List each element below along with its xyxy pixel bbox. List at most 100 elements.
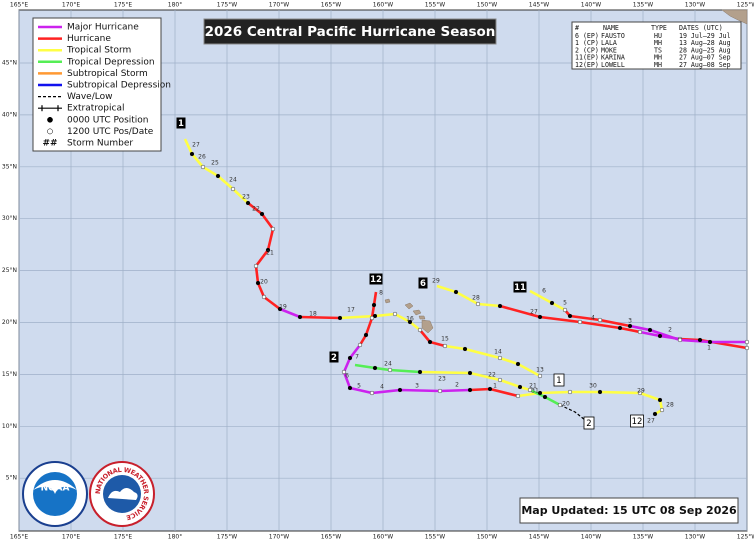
position-1200 — [567, 389, 573, 395]
legend-dot — [47, 116, 53, 123]
position-0000 — [467, 370, 473, 376]
lon-label-top: 145°W — [529, 2, 549, 9]
position-0000 — [517, 384, 523, 390]
position-0000 — [453, 289, 459, 295]
table-header: TYPE — [651, 24, 667, 32]
legend-label: Storm Number — [67, 139, 133, 149]
day-label: 8 — [379, 290, 383, 297]
day-label: 6 — [345, 373, 349, 380]
lon-label-bottom: 165°W — [321, 534, 341, 541]
position-0000 — [537, 390, 543, 396]
table-box — [571, 21, 742, 70]
lon-label-top: 165°W — [321, 2, 341, 9]
position-1200 — [637, 390, 643, 396]
position-1200 — [417, 327, 423, 333]
position-1200 — [230, 186, 236, 192]
position-1200 — [562, 307, 568, 313]
position-0000 — [407, 319, 413, 325]
storm-number: 2 — [331, 353, 337, 363]
day-label: 1 — [493, 383, 497, 390]
storm-end-box — [630, 414, 644, 428]
lon-label-bottom: 160°W — [373, 534, 393, 541]
lon-label-top: 155°W — [425, 2, 445, 9]
storm-number: 1 — [178, 119, 184, 129]
position-1200 — [744, 339, 750, 345]
position-0000 — [347, 385, 353, 391]
storm-end-box — [583, 416, 595, 430]
day-label: 16 — [406, 316, 414, 323]
position-0000 — [363, 332, 369, 338]
table-cell: LALA — [601, 39, 617, 47]
lat-label: 5°N — [6, 475, 17, 482]
lon-label-bottom: 155°W — [425, 534, 445, 541]
storm-end-number: 2 — [586, 419, 591, 429]
day-label: 28 — [666, 402, 674, 409]
table-cell: MH — [654, 39, 662, 47]
lon-label-bottom: 125°W — [737, 534, 754, 541]
track-segment — [247, 201, 281, 311]
position-0000 — [542, 394, 548, 400]
position-0000 — [259, 211, 265, 217]
lon-label-bottom: 130°W — [685, 534, 705, 541]
table-cell: 19 Jul—29 Jul — [679, 32, 731, 40]
table-cell: 1 (CP) — [575, 39, 599, 47]
day-label: 3 — [628, 318, 632, 325]
lat-label: 10°N — [2, 423, 17, 430]
island — [404, 302, 414, 310]
position-0000 — [347, 355, 353, 361]
position-1200 — [515, 393, 521, 399]
legend-label: Hurricane — [67, 34, 111, 44]
position-0000 — [337, 315, 343, 321]
table-cell: FAUSTO — [601, 32, 625, 40]
legend-label: Wave/Low — [67, 92, 112, 102]
table-cell: 11(EP) — [575, 54, 599, 62]
position-1200 — [475, 301, 481, 307]
legend-label: Extratropical — [67, 104, 124, 114]
position-0000 — [652, 411, 658, 417]
position-0000 — [487, 386, 493, 392]
table-header: # — [575, 24, 579, 32]
position-1200 — [392, 311, 398, 317]
track-segment — [183, 138, 249, 204]
position-0000 — [537, 314, 543, 320]
storm-number-box — [176, 117, 186, 129]
noaa-gull — [33, 480, 77, 494]
position-0000 — [657, 397, 663, 403]
position-0000 — [567, 313, 573, 319]
day-label: 27 — [192, 142, 200, 149]
table-cell: HU — [654, 32, 662, 40]
lon-label-bottom: 150°W — [477, 534, 497, 541]
day-label: 15 — [441, 336, 449, 343]
position-1200 — [341, 369, 347, 375]
position-1200 — [497, 355, 503, 361]
lat-label: 30°N — [2, 215, 17, 222]
day-label: 4 — [591, 315, 595, 322]
day-label: 21 — [529, 383, 537, 390]
position-1200 — [270, 226, 276, 232]
storm-end-number: 12 — [632, 417, 643, 427]
noaa-text: NOAA — [41, 484, 70, 494]
day-label: 18 — [309, 311, 317, 318]
position-1200 — [200, 164, 206, 170]
legend-label: Subtropical Depression — [67, 81, 171, 91]
day-label: 26 — [198, 154, 206, 161]
position-0000 — [255, 280, 261, 286]
table-cell: 12(EP) — [575, 61, 599, 69]
table-cell: MOKE — [601, 46, 617, 54]
lat-label: 15°N — [2, 371, 17, 378]
position-0000 — [462, 346, 468, 352]
table-cell: LOWELL — [601, 61, 625, 69]
position-0000 — [245, 200, 251, 206]
island — [384, 298, 391, 304]
island — [421, 319, 434, 334]
day-label: 24 — [384, 361, 392, 368]
position-0000 — [497, 303, 503, 309]
table-cell: KARINA — [601, 54, 625, 62]
position-1200 — [261, 294, 267, 300]
day-label: 6 — [542, 288, 546, 295]
nws-cloud — [108, 488, 138, 500]
table-cell: 27 Aug—08 Sep — [679, 61, 731, 69]
track-segment — [342, 344, 471, 395]
storm-end-number: 1 — [556, 376, 561, 386]
position-1200 — [557, 402, 563, 408]
